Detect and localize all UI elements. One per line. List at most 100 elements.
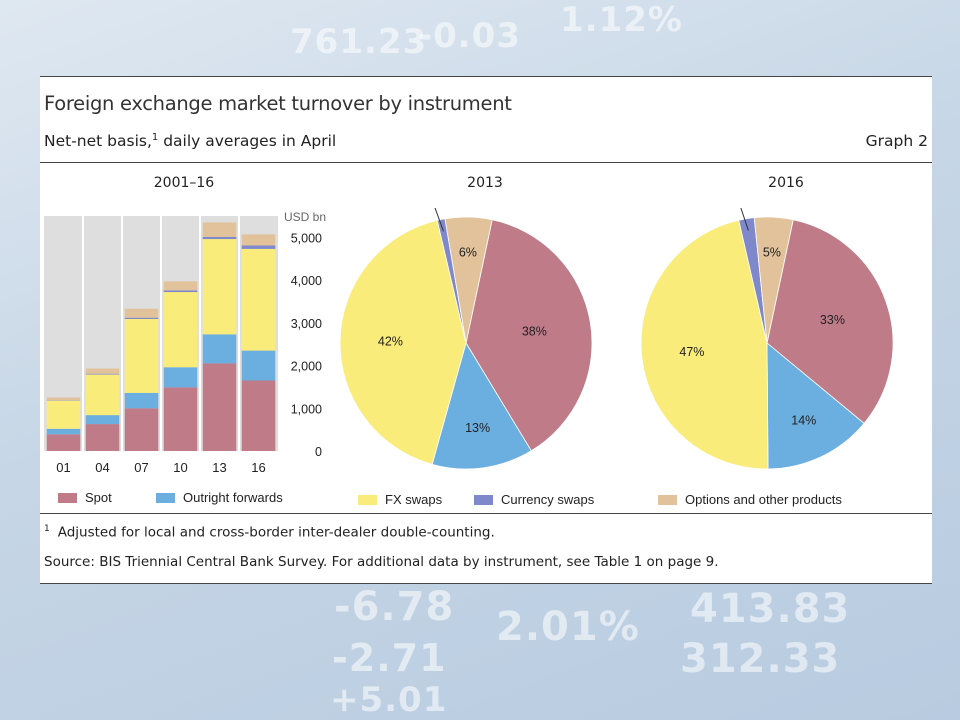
bar-segment-options-and-other-products-13 [202, 222, 237, 237]
legend-currency-swaps: Currency swaps [474, 492, 594, 507]
pie-slice-outright-forwards [766, 342, 865, 470]
graph-title: Foreign exchange market turnover by inst… [44, 92, 512, 115]
bar-segment-fx-swaps-04 [85, 374, 120, 416]
bg-number-5: 2.01% [496, 604, 640, 650]
pie-slice-spot [766, 219, 894, 424]
pie-label-options-and-other-products: 6% [459, 245, 477, 259]
footnote: 1 Adjusted for local and cross-border int… [44, 524, 495, 541]
bar-segment-options-and-other-products-04 [85, 368, 120, 374]
x-tick-label-01: 01 [56, 460, 70, 475]
subtitle-text: Net-net basis, [44, 132, 152, 151]
bg-number-8: 312.33 [680, 636, 841, 682]
bar-segment-fx-swaps-13 [202, 239, 237, 335]
x-tick-label-13: 13 [212, 460, 226, 475]
bar-segment-options-and-other-products-16 [241, 234, 276, 246]
legend-swatch-options [658, 494, 677, 505]
pie-slice-outright-forwards [431, 342, 532, 470]
bar-segment-outright-forwards-07 [124, 392, 159, 409]
pie-2016-title: 2016 [768, 175, 804, 191]
bar-chart: 01 04 07 10 13 16 0 1,000 2,000 3,000 4,000 5,000 US… [44, 210, 326, 475]
bar-segment-currency-swaps-13 [202, 236, 237, 240]
pie-label-outright-forwards: 13% [465, 421, 490, 435]
y-axis-unit-label: USD bn [284, 210, 326, 224]
y-tick-label: 2,000 [291, 360, 322, 374]
bar-segment-options-and-other-products-10 [163, 281, 198, 291]
x-tick-label-16: 16 [251, 460, 265, 475]
pie-chart-2013: 38%13%42%1%6% [340, 208, 593, 470]
pie-label-outright-forwards: 14% [791, 413, 816, 427]
bar-segment-outright-forwards-10 [163, 367, 198, 388]
y-tick-label: 0 [315, 445, 322, 459]
bar-segment-currency-swaps-16 [241, 245, 276, 249]
bg-number-1: 761.23 [290, 22, 428, 62]
pie-label-spot: 38% [522, 324, 547, 338]
bar-segment-fx-swaps-01 [46, 400, 81, 429]
y-tick-label: 3,000 [291, 317, 322, 331]
bg-number-3: 1.12% [560, 0, 683, 40]
bar-segment-spot-16 [241, 380, 276, 451]
graph-number: Graph 2 [865, 132, 928, 150]
legend-swatch-fx-swaps [358, 494, 377, 505]
top-rule [40, 76, 932, 77]
bar-segment-spot-10 [163, 387, 198, 451]
graph-subtitle: Net-net basis,1 daily averages in April [44, 132, 336, 150]
y-tick-label: 5,000 [291, 231, 322, 245]
bar-segment-currency-swaps-07 [124, 317, 159, 319]
subtitle-rest: daily averages in April [158, 132, 337, 151]
graph-panel: Foreign exchange market turnover by inst… [40, 76, 932, 584]
pie-slice-options-and-other-products [753, 216, 794, 344]
source-note: Source: BIS Triennial Central Bank Surve… [44, 554, 719, 570]
legend-swatch-spot [58, 492, 77, 503]
pie-label-options-and-other-products: 5% [763, 245, 781, 259]
bar-segment-spot-01 [46, 434, 81, 451]
pie-chart-2016: 33%14%47%2%5% [641, 208, 894, 470]
x-tick-label-07: 07 [134, 460, 148, 475]
pie-label-spot: 33% [820, 313, 845, 327]
legend-options: Options and other products [658, 492, 842, 507]
x-tick-label-10: 10 [173, 460, 187, 475]
bar-segment-spot-13 [202, 363, 237, 451]
pie-leader-line [434, 208, 444, 232]
bar-segment-fx-swaps-10 [163, 292, 198, 368]
pie-label-fx-swaps: 42% [378, 334, 403, 348]
pie-label-fx-swaps: 47% [679, 345, 704, 359]
bar-segment-outright-forwards-01 [46, 428, 81, 435]
pie-slice-fx-swaps [340, 219, 467, 465]
legend-label-currency-swaps: Currency swaps [501, 492, 595, 507]
bar-segment-outright-forwards-13 [202, 334, 237, 364]
bar-segment-outright-forwards-04 [85, 415, 120, 425]
legend-swatch-currency-swaps [474, 494, 493, 505]
y-tick-label: 1,000 [291, 402, 322, 416]
bg-number-9: +5.01 [330, 680, 448, 720]
footer-rule [40, 513, 932, 514]
legend-label-outright-forwards: Outright forwards [183, 490, 283, 505]
pie-slice-fx-swaps [641, 219, 769, 470]
y-tick-label: 4,000 [291, 274, 322, 288]
bar-segment-fx-swaps-07 [124, 318, 159, 393]
bar-segment-spot-07 [124, 408, 159, 451]
bar-segment-options-and-other-products-01 [46, 397, 81, 401]
legend-label-fx-swaps: FX swaps [385, 492, 443, 507]
legend-swatch-outright-forwards [156, 492, 175, 503]
x-tick-label-04: 04 [95, 460, 109, 475]
bar-segment-options-and-other-products-07 [124, 308, 159, 318]
bar-segment-fx-swaps-16 [241, 248, 276, 351]
bar-panel-title: 2001–16 [153, 175, 215, 191]
legend-fx-swaps: FX swaps [358, 492, 442, 507]
bottom-rule [40, 583, 932, 584]
bar-segment-outright-forwards-16 [241, 350, 276, 381]
pie-leader-line [740, 208, 749, 231]
pie-slice-options-and-other-products [444, 216, 493, 344]
pie-slice-spot [465, 219, 593, 452]
legend-spot: Spot [58, 490, 112, 505]
bg-number-2: -0.03 [418, 16, 521, 56]
legend-outright-forwards: Outright forwards [156, 490, 283, 505]
legend-label-options: Options and other products [685, 492, 842, 507]
subtitle-footnote-marker: 1 [151, 132, 159, 143]
footnote-marker: 1 [44, 524, 50, 534]
bar-segment-currency-swaps-04 [85, 373, 120, 375]
header-rule [40, 162, 932, 163]
bar-segment-currency-swaps-10 [163, 290, 198, 293]
footnote-text: Adjusted for local and cross-border inte… [57, 524, 495, 541]
pie-2013-title: 2013 [467, 175, 503, 191]
